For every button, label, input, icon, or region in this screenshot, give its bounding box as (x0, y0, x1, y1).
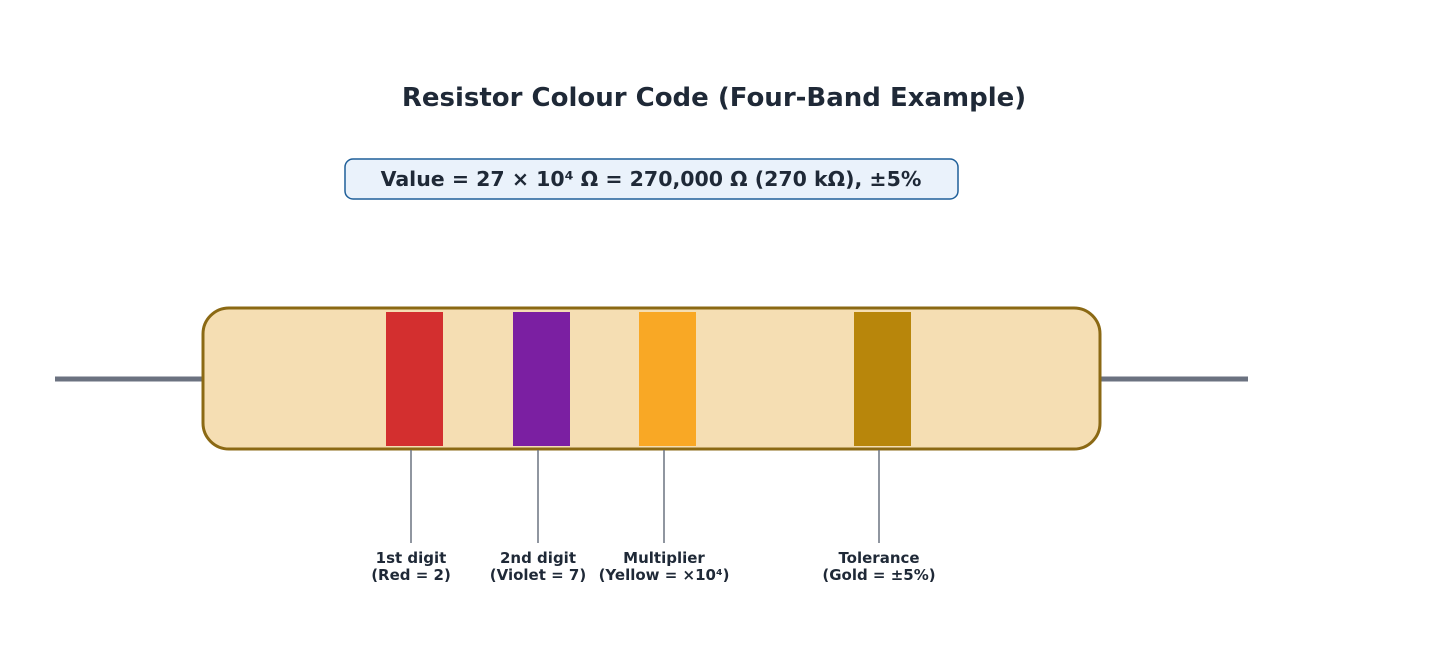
band-label: (Gold = ±5%) (822, 566, 935, 584)
band (513, 312, 570, 446)
band-label: Multiplier (623, 549, 705, 567)
value-text: Value = 27 × 10⁴ Ω = 270,000 Ω (270 kΩ),… (381, 167, 922, 191)
band-label: 1st digit (376, 549, 447, 567)
band (854, 312, 911, 446)
value-box (344, 158, 959, 200)
title: Resistor Colour Code (Four-Band Example) (402, 83, 1026, 113)
band-label: (Red = 2) (371, 566, 451, 584)
band-label: Tolerance (838, 549, 919, 567)
band-label: (Yellow = ×10⁴) (599, 566, 730, 584)
bands: 1st digit(Red = 2) 2nd digit(Violet = 7) M… (371, 312, 936, 584)
band-label: (Violet = 7) (490, 566, 586, 584)
band (639, 312, 696, 446)
band-label: 2nd digit (500, 549, 576, 567)
band (386, 312, 443, 446)
